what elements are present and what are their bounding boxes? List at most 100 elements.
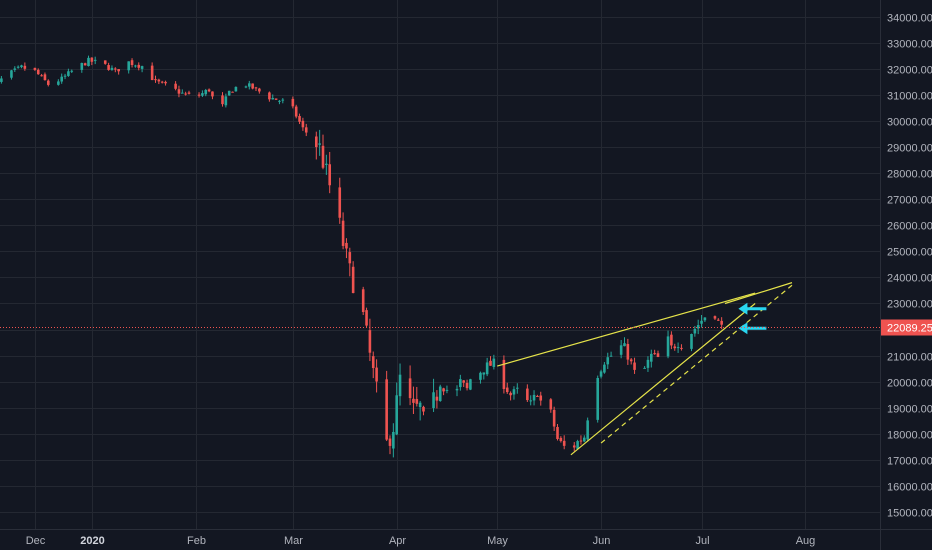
candle-body[interactable] bbox=[268, 92, 271, 100]
candle-body[interactable] bbox=[157, 79, 161, 82]
candle-body[interactable] bbox=[516, 387, 519, 389]
trendlines[interactable] bbox=[497, 282, 793, 456]
candle-body[interactable] bbox=[114, 68, 117, 70]
candle-body[interactable] bbox=[211, 91, 214, 97]
candle-body[interactable] bbox=[398, 374, 402, 397]
candle-body[interactable] bbox=[696, 325, 700, 329]
candle-body[interactable] bbox=[36, 69, 40, 75]
candle-body[interactable] bbox=[174, 83, 177, 89]
candle-body[interactable] bbox=[63, 75, 67, 77]
candle-body[interactable] bbox=[562, 440, 566, 446]
candle-body[interactable] bbox=[321, 145, 325, 168]
candle-body[interactable] bbox=[291, 98, 295, 107]
candle-body[interactable] bbox=[505, 387, 509, 393]
candle-body[interactable] bbox=[643, 367, 646, 369]
candle-body[interactable] bbox=[274, 98, 278, 100]
candle-body[interactable] bbox=[579, 440, 583, 442]
candle-body[interactable] bbox=[348, 252, 352, 264]
candle-body[interactable] bbox=[673, 346, 677, 349]
candle-body[interactable] bbox=[365, 310, 368, 326]
candle-body[interactable] bbox=[224, 96, 228, 106]
candle-body[interactable] bbox=[87, 57, 90, 67]
candle-body[interactable] bbox=[680, 347, 683, 349]
candle-body[interactable] bbox=[154, 79, 157, 81]
candle-body[interactable] bbox=[258, 88, 261, 92]
candle-body[interactable] bbox=[150, 65, 154, 81]
candle-body[interactable] bbox=[445, 389, 449, 391]
candle-body[interactable] bbox=[626, 343, 630, 360]
candle-body[interactable] bbox=[435, 396, 439, 401]
candle-body[interactable] bbox=[47, 80, 50, 85]
candle-body[interactable] bbox=[438, 386, 442, 402]
candle-body[interactable] bbox=[415, 399, 419, 404]
candle-body[interactable] bbox=[720, 320, 723, 325]
candle-body[interactable] bbox=[700, 320, 703, 324]
candle-body[interactable] bbox=[539, 395, 543, 401]
candle-body[interactable] bbox=[164, 81, 167, 84]
candle-body[interactable] bbox=[127, 61, 130, 71]
candle-body[interactable] bbox=[345, 242, 348, 249]
candle-body[interactable] bbox=[181, 92, 184, 94]
candle-body[interactable] bbox=[670, 334, 673, 346]
candle-body[interactable] bbox=[301, 120, 305, 128]
candle-body[interactable] bbox=[244, 86, 248, 88]
candle-body[interactable] bbox=[160, 81, 164, 83]
candle-body[interactable] bbox=[385, 379, 388, 440]
candle-body[interactable] bbox=[10, 70, 13, 78]
candle-body[interactable] bbox=[422, 406, 425, 412]
candle-body[interactable] bbox=[556, 426, 559, 439]
candle-body[interactable] bbox=[361, 289, 365, 313]
candle-body[interactable] bbox=[408, 378, 412, 399]
candle-body[interactable] bbox=[110, 67, 114, 70]
annotations[interactable] bbox=[738, 302, 767, 335]
candle-body[interactable] bbox=[482, 372, 486, 375]
candle-body[interactable] bbox=[375, 367, 378, 382]
candle-body[interactable] bbox=[489, 360, 492, 366]
candle-body[interactable] bbox=[103, 60, 107, 64]
candle-body[interactable] bbox=[107, 65, 110, 70]
candle-body[interactable] bbox=[338, 187, 342, 218]
candle-body[interactable] bbox=[485, 362, 489, 375]
candle-body[interactable] bbox=[0, 78, 3, 82]
arrow-lower-icon[interactable] bbox=[738, 322, 767, 335]
candle-body[interactable] bbox=[656, 353, 660, 357]
candle-body[interactable] bbox=[666, 336, 670, 357]
candle-body[interactable] bbox=[134, 65, 137, 67]
candle-body[interactable] bbox=[576, 441, 579, 449]
candle-body[interactable] bbox=[690, 333, 693, 349]
candle-body[interactable] bbox=[442, 388, 445, 392]
candle-body[interactable] bbox=[40, 75, 43, 77]
candle-body[interactable] bbox=[371, 356, 375, 369]
candle-body[interactable] bbox=[418, 402, 422, 408]
candle-body[interactable] bbox=[187, 92, 191, 94]
candle-body[interactable] bbox=[43, 74, 47, 81]
candle-body[interactable] bbox=[177, 89, 181, 94]
candle-body[interactable] bbox=[117, 69, 120, 72]
candle-body[interactable] bbox=[512, 389, 516, 395]
candle-body[interactable] bbox=[509, 392, 512, 396]
candle-body[interactable] bbox=[315, 136, 318, 148]
candle-body[interactable] bbox=[207, 89, 211, 92]
candle-body[interactable] bbox=[629, 359, 633, 362]
candle-body[interactable] bbox=[717, 319, 720, 321]
candle-body[interactable] bbox=[432, 392, 435, 409]
candle-body[interactable] bbox=[676, 347, 680, 349]
candle-body[interactable] bbox=[465, 382, 469, 389]
candle-body[interactable] bbox=[281, 99, 285, 101]
candle-body[interactable] bbox=[341, 220, 345, 246]
candle-body[interactable] bbox=[231, 91, 234, 93]
candle-body[interactable] bbox=[586, 420, 589, 440]
candle-body[interactable] bbox=[325, 163, 328, 165]
candle-body[interactable] bbox=[33, 67, 37, 70]
candle-body[interactable] bbox=[532, 394, 536, 401]
candle-body[interactable] bbox=[16, 66, 20, 68]
candle-body[interactable] bbox=[13, 68, 17, 70]
candle-body[interactable] bbox=[502, 359, 506, 389]
candle-body[interactable] bbox=[559, 437, 563, 442]
candle-body[interactable] bbox=[60, 76, 63, 82]
candle-body[interactable] bbox=[596, 377, 599, 420]
candle-body[interactable] bbox=[137, 64, 141, 68]
candle-body[interactable] bbox=[606, 357, 610, 365]
candle-body[interactable] bbox=[455, 388, 459, 391]
